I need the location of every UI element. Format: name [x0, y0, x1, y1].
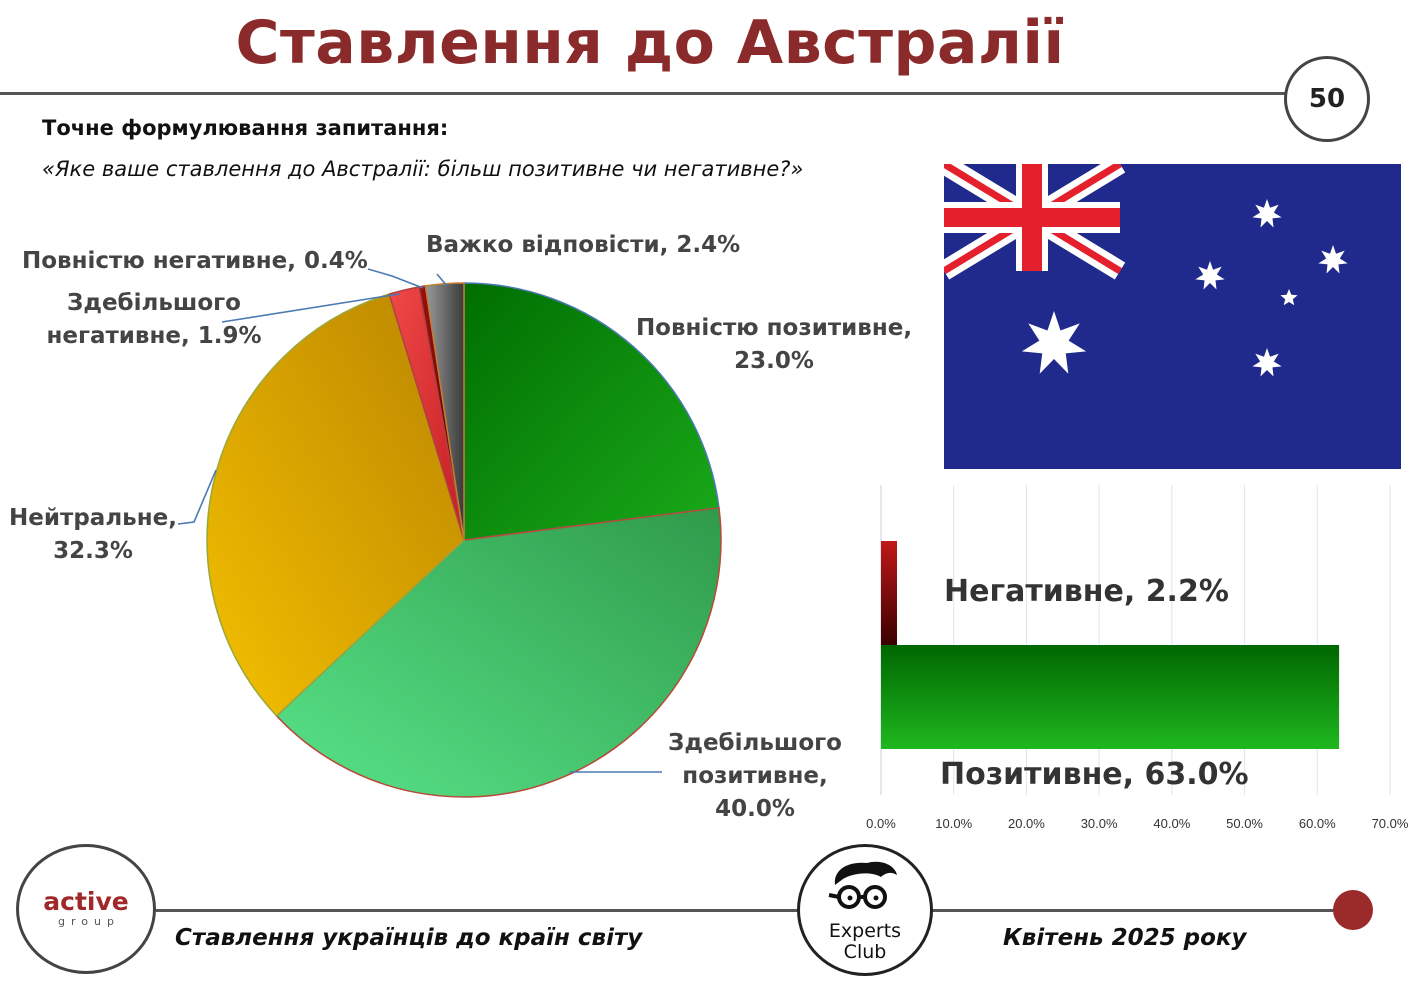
logo-experts-line2: Club [843, 941, 887, 963]
footer-accent-dot [1333, 890, 1373, 930]
experts-club-logo: Experts Club [797, 844, 933, 976]
pie-label-most-positive: Здебільшого позитивне, 40.0% [668, 730, 842, 822]
header-divider [0, 92, 1290, 95]
pie-label-full-positive: Повністю позитивне, 23.0% [635, 315, 913, 374]
bar-x-tick-label: 10.0% [935, 816, 972, 831]
southern-cross-star-icon [1195, 261, 1225, 290]
bar-label-negative: Негативне, 2.2% [944, 574, 1229, 609]
page-number-badge: 50 [1284, 56, 1370, 142]
footer-right-text: Квітень 2025 року [1003, 925, 1247, 951]
question-heading: Точне формулювання запитання: [42, 116, 449, 140]
footer-left-text: Ставлення українців до країн світу [175, 925, 643, 951]
footer-divider [80, 909, 1350, 912]
commonwealth-star-icon [1021, 311, 1087, 374]
bar-x-tick-label: 0.0% [866, 816, 896, 831]
bar-negative [881, 541, 897, 645]
union-jack-canton [944, 164, 1126, 280]
logo-active-word: active [43, 887, 129, 916]
pie-label-full-negative: Повністю негативне, 0.4% [22, 248, 368, 274]
southern-cross-star-icon [1280, 289, 1298, 306]
logo-active-sub: group [58, 915, 120, 928]
glasses-face-icon [828, 861, 897, 909]
leader-line-hard-to-say [436, 273, 448, 287]
bar-x-tick-label: 20.0% [1008, 816, 1045, 831]
active-group-logo: active group [16, 844, 156, 974]
page-title: Ставлення до Австралії [235, 8, 1065, 78]
pie-label-hard-to-say: Важко відповісти, 2.4% [426, 232, 741, 258]
bar-label-positive: Позитивне, 63.0% [940, 757, 1249, 792]
bar-x-tick-label: 70.0% [1372, 816, 1409, 831]
leader-line-full-negative [367, 268, 424, 289]
bar-x-tick-label: 50.0% [1226, 816, 1263, 831]
bar-x-tick-label: 40.0% [1153, 816, 1190, 831]
southern-cross-star-icon [1318, 245, 1348, 274]
leader-line-most-negative [221, 293, 401, 323]
bar-positive [881, 645, 1340, 749]
question-text: «Яке ваше ставлення до Австралії: більш … [42, 157, 804, 181]
pie-label-most-negative: Здебільшого негативне, 1.9% [46, 290, 262, 349]
bar-x-tick-label: 60.0% [1299, 816, 1336, 831]
logo-experts-line1: Experts [828, 920, 902, 942]
bar-chart: 0.0% 10.0% 20.0% 30.0% 40.0% 50.0% 60.0% 70.0% [866, 485, 1409, 831]
pie-label-neutral: Нейтральне, 32.3% [9, 505, 177, 564]
southern-cross-star-icon [1252, 199, 1282, 228]
leader-line-neutral [177, 469, 217, 525]
bar-x-tick-label: 30.0% [1081, 816, 1118, 831]
australia-flag [944, 164, 1401, 469]
pie-slice-neutral [206, 293, 465, 717]
pie-slice-full-positive [463, 282, 720, 541]
southern-cross-star-icon [1252, 348, 1282, 377]
